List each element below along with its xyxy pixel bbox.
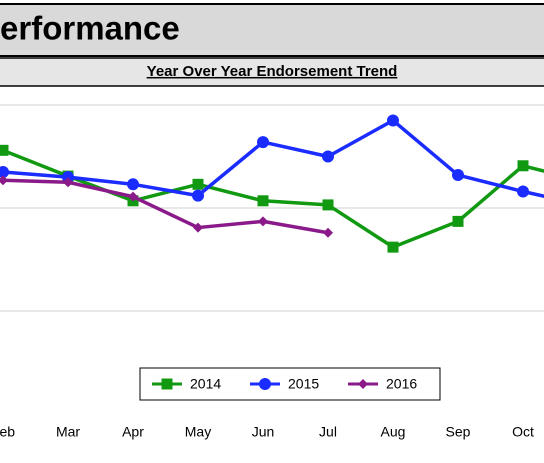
legend-label: 2015 — [288, 376, 319, 392]
point — [257, 136, 269, 149]
legend-marker — [161, 378, 173, 390]
legend-marker — [259, 378, 271, 390]
legend-label: 2016 — [386, 376, 417, 392]
x-tick-label: Jun — [252, 424, 275, 440]
x-tick-label: Sep — [446, 424, 471, 440]
legend-label: 2014 — [190, 376, 221, 392]
point — [192, 178, 204, 190]
header-bar — [0, 3, 544, 57]
point — [517, 185, 529, 198]
x-tick-label: Aug — [381, 424, 406, 440]
point — [127, 178, 139, 191]
point — [193, 222, 203, 233]
point — [387, 241, 399, 253]
chart-title: Year Over Year Endorsement Trend — [147, 63, 398, 80]
x-tick-label: Mar — [56, 424, 80, 440]
x-tick-label: Apr — [122, 424, 144, 440]
point — [192, 189, 204, 202]
point — [322, 150, 334, 163]
point — [323, 227, 333, 238]
point — [128, 191, 138, 202]
point — [0, 165, 9, 178]
point — [62, 171, 74, 184]
point — [0, 175, 8, 186]
subtitle-bar — [0, 57, 544, 87]
page-title: Performance — [0, 10, 180, 47]
point — [322, 199, 334, 211]
legend-marker — [358, 379, 368, 389]
x-tick-label: Oct — [512, 424, 534, 440]
point — [452, 169, 464, 182]
legend-box — [139, 367, 441, 401]
x-tick-label: Jul — [319, 424, 337, 440]
point — [258, 216, 268, 227]
point — [63, 177, 73, 188]
point — [517, 160, 529, 172]
series-line — [2, 178, 329, 235]
point — [0, 144, 9, 156]
x-tick-label: Feb — [0, 424, 15, 440]
point — [257, 195, 269, 207]
x-tick-label: May — [185, 424, 211, 440]
series-line — [2, 118, 544, 198]
point — [387, 114, 399, 127]
point — [452, 215, 464, 227]
